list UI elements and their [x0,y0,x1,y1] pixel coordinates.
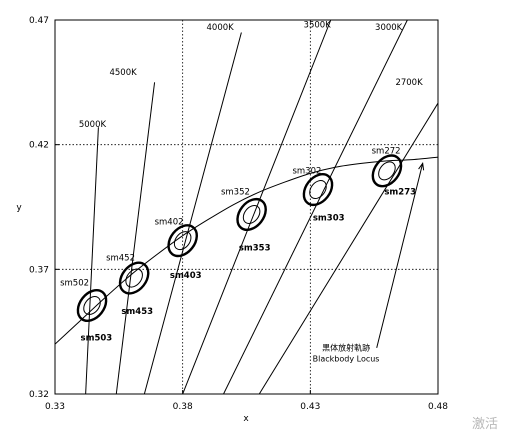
y-tick-label: 0.37 [29,265,49,275]
ellipse-outer-label: sm503 [81,333,113,343]
ellipse-inner-label: sm352 [221,188,250,198]
grid-lines [55,20,438,394]
isotherm-label: 3000K [375,23,403,33]
outer-ellipse [76,288,108,322]
inner-ellipse [173,231,192,251]
isotherm-line [85,127,99,394]
chart-labels: 5000K 4500K 4000K 3500K 3000K 2700K sm502 sm503… [60,20,425,364]
x-tick-label: 0.43 [300,402,320,412]
macadam-ellipses [76,154,403,322]
plot-frame [54,19,439,395]
blackbody-locus-group [55,156,438,345]
ellipse-outer-label: sm453 [121,307,153,317]
inner-ellipse [125,268,143,288]
outer-ellipse [371,154,403,188]
annotation-text-jp: 黒体放射軌跡 [322,343,370,353]
ellipse-inner-label: sm302 [292,166,321,176]
y-axis-label: y [16,203,22,213]
x-tick-label: 0.33 [45,402,65,412]
isotherm-label: 3500K [304,20,332,30]
ellipse-inner-label: sm452 [106,254,135,264]
x-tick-label: 0.48 [428,402,448,412]
annotation-arrow-line [376,163,424,348]
isotherm-line [258,102,438,394]
y-tick-label: 0.32 [29,390,49,400]
ellipse-outer-label: sm303 [313,214,345,224]
x-axis-label: x [243,414,249,424]
isotherm-line [182,20,332,394]
ellipse-inner-label: sm402 [155,217,184,227]
blackbody-locus [55,156,438,345]
axis-ticks: 0.33 0.38 0.43 0.48 0.32 0.37 0.42 0.47 [29,16,448,412]
outer-ellipse [118,261,150,295]
annotation-text-en: Blackbody Locus [313,355,380,364]
ellipse-inner-label: sm272 [372,146,401,156]
isotherm-lines [85,20,438,394]
isotherm-line [143,32,242,394]
outer-ellipse [302,173,334,207]
ellipse-outer-label: sm273 [384,188,416,198]
watermark-text: 激活 [472,417,498,432]
isotherm-label: 2700K [395,78,423,88]
isotherm-label: 4500K [109,68,137,78]
annotation-arrow-head [418,162,425,171]
inner-ellipse [83,296,101,315]
inner-ellipse [242,204,261,224]
outer-ellipse [167,224,198,258]
y-tick-label: 0.47 [29,16,49,26]
isotherm-label: 5000K [79,120,107,130]
ellipse-inner-label: sm502 [60,279,89,289]
ellipse-outer-label: sm353 [239,244,271,254]
inner-ellipse [309,180,327,200]
ellipse-outer-label: sm403 [170,271,202,281]
isotherm-line [115,82,156,394]
y-tick-label: 0.42 [29,141,49,151]
isotherm-line [223,20,408,394]
inner-ellipse [378,161,396,181]
outer-ellipse [236,197,267,231]
x-tick-label: 0.38 [173,402,193,412]
isotherm-label: 4000K [207,23,235,33]
